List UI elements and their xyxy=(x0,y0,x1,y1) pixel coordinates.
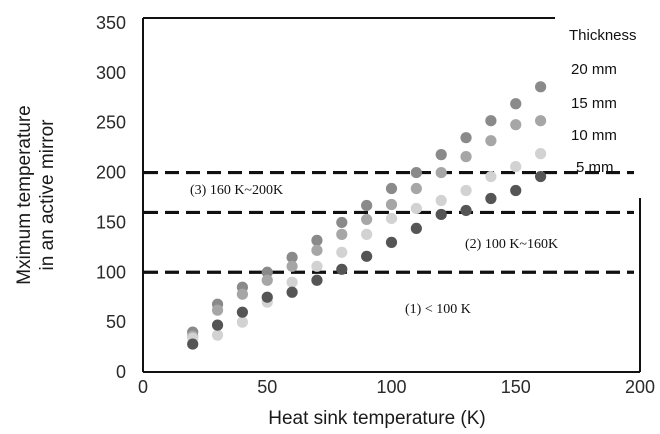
point-10mm-80 xyxy=(336,246,348,258)
legend-entry-10mm: 10 mm xyxy=(571,127,617,144)
point-5mm-90 xyxy=(361,250,373,262)
annotation-range-2: (2) 100 K~160K xyxy=(465,237,558,252)
point-5mm-50 xyxy=(261,291,273,303)
point-20mm-80 xyxy=(336,216,348,229)
legend-entry-5mm: 5 mm xyxy=(576,159,614,176)
point-5mm-100 xyxy=(385,236,398,248)
point-20mm-50 xyxy=(261,266,273,278)
legend-entry-15mm: 15 mm xyxy=(571,95,617,112)
point-15mm-160 xyxy=(535,115,547,127)
reference-lines xyxy=(144,170,634,274)
point-10mm-90 xyxy=(361,228,373,240)
x-axis-label: Heat sink temperature (K) xyxy=(268,408,486,429)
data-points xyxy=(187,81,547,350)
point-15mm-110 xyxy=(410,182,422,195)
point-10mm-120 xyxy=(435,194,447,207)
point-10mm-30 xyxy=(211,329,224,341)
point-15mm-30 xyxy=(211,304,224,316)
point-15mm-80 xyxy=(336,228,348,240)
y-tick-labels: 0 50 100 150 200 250 300 350 xyxy=(96,13,126,382)
point-15mm-120 xyxy=(435,166,447,179)
point-10mm-150 xyxy=(510,160,522,173)
point-15mm-100 xyxy=(385,198,398,211)
y-tick-label-150: 150 xyxy=(96,212,126,232)
point-5mm-150 xyxy=(510,184,522,197)
legend-title: Thickness xyxy=(569,27,637,44)
y-axis-label-line-1: Mximum temperature xyxy=(14,105,35,285)
point-15mm-150 xyxy=(510,119,522,131)
point-20mm-110 xyxy=(410,166,422,179)
annotation-range-1: (1) < 100 K xyxy=(405,302,471,317)
point-10mm-160 xyxy=(535,148,547,160)
point-20mm-90 xyxy=(361,199,373,212)
point-10mm-60 xyxy=(286,276,298,288)
point-5mm-110 xyxy=(410,222,422,235)
x-tick-label-150: 150 xyxy=(501,377,531,397)
legend-entry-20mm: 20 mm xyxy=(571,61,617,78)
x-tick-label-100: 100 xyxy=(376,377,406,397)
point-20mm-160 xyxy=(535,81,547,93)
y-tick-label-300: 300 xyxy=(96,63,126,83)
point-15mm-90 xyxy=(361,213,373,226)
y-tick-label-250: 250 xyxy=(96,113,126,133)
point-5mm-60 xyxy=(286,286,298,298)
point-5mm-70 xyxy=(311,274,323,286)
y-tick-label-100: 100 xyxy=(96,262,126,282)
point-5mm-80 xyxy=(336,263,348,275)
point-5mm-20 xyxy=(187,338,199,350)
annotation-range-3: (3) 160 K~200K xyxy=(190,183,283,198)
x-tick-labels: 0 50 100 150 200 xyxy=(138,377,655,397)
y-axis-label-line-2: in an active mirror xyxy=(37,119,58,271)
x-tick-label-0: 0 xyxy=(138,377,148,397)
point-15mm-140 xyxy=(485,135,497,147)
point-15mm-50 xyxy=(261,274,273,286)
point-10mm-100 xyxy=(385,212,398,225)
point-15mm-60 xyxy=(286,260,298,272)
point-5mm-130 xyxy=(460,204,472,217)
y-tick-label-350: 350 xyxy=(96,13,126,33)
point-10mm-70 xyxy=(311,260,323,272)
point-20mm-70 xyxy=(311,234,323,246)
point-10mm-110 xyxy=(410,202,422,215)
y-tick-label-200: 200 xyxy=(96,163,126,183)
point-10mm-40 xyxy=(236,316,248,328)
point-20mm-140 xyxy=(485,115,497,127)
point-5mm-40 xyxy=(236,306,248,318)
point-15mm-40 xyxy=(236,288,248,300)
point-5mm-160 xyxy=(535,170,547,183)
point-5mm-140 xyxy=(485,192,497,205)
point-5mm-120 xyxy=(435,208,447,221)
point-10mm-130 xyxy=(460,184,472,197)
point-20mm-130 xyxy=(460,132,472,144)
point-10mm-140 xyxy=(485,170,497,183)
x-tick-label-200: 200 xyxy=(625,377,655,397)
point-20mm-100 xyxy=(385,182,398,195)
point-15mm-130 xyxy=(460,151,472,163)
y-tick-label-50: 50 xyxy=(106,312,126,332)
x-tick-label-50: 50 xyxy=(257,377,277,397)
point-20mm-120 xyxy=(435,149,447,161)
y-tick-label-0: 0 xyxy=(116,362,126,382)
point-5mm-30 xyxy=(211,319,224,331)
point-15mm-70 xyxy=(311,244,323,256)
point-20mm-150 xyxy=(510,98,522,110)
point-20mm-60 xyxy=(286,251,298,263)
plot-frame xyxy=(142,17,641,373)
